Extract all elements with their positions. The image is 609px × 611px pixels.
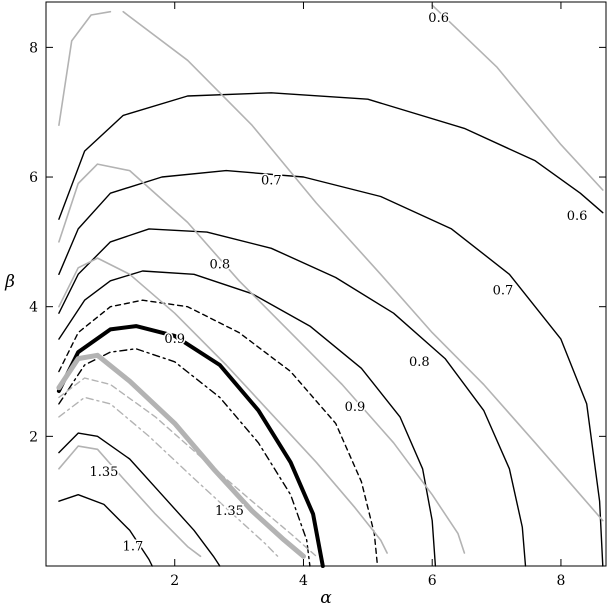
contour-label: 1.7 <box>123 540 144 555</box>
x-tick-label: 4 <box>299 573 308 589</box>
contour-line-4 <box>58 270 437 567</box>
contour-line-13 <box>58 163 466 554</box>
contour-line-17 <box>58 396 279 557</box>
contour-label: 0.9 <box>164 332 185 347</box>
contour-line-18 <box>58 445 202 558</box>
contour-line-2 <box>58 169 604 567</box>
y-tick-label: 2 <box>29 429 38 445</box>
contour-line-5 <box>58 299 379 567</box>
contour-line-10 <box>58 10 112 126</box>
x-tick-label: 6 <box>428 573 437 589</box>
contour-lines <box>56 4 604 568</box>
x-tick-label: 2 <box>170 573 179 589</box>
contour-line-7 <box>58 348 311 567</box>
contour-line-15 <box>56 352 306 559</box>
contour-label: 0.6 <box>428 11 449 26</box>
contour-line-1 <box>58 92 604 220</box>
y-tick-label: 8 <box>29 40 38 56</box>
axis-ticks: 2 4 6 8 2 4 6 8 <box>29 2 606 589</box>
y-tick-label: 4 <box>29 300 38 316</box>
contour-line-9 <box>58 494 153 567</box>
x-axis-label: α <box>320 588 332 608</box>
contour-line-12 <box>431 4 604 191</box>
contour-labels: 0.6 0.6 0.7 0.7 0.8 0.8 0.9 0.9 1.35 1.35 1.7 <box>88 10 589 556</box>
contour-line-8 <box>58 432 221 567</box>
y-axis-label: β <box>4 272 15 292</box>
contour-label: 0.7 <box>493 283 514 298</box>
contour-label: 1.35 <box>89 465 118 480</box>
contour-label: 1.35 <box>215 504 244 519</box>
contour-label: 0.7 <box>261 173 282 188</box>
contour-line-14 <box>58 257 388 554</box>
contour-label: 0.8 <box>409 355 430 370</box>
contour-line-6 <box>56 324 325 568</box>
contour-label: 0.6 <box>567 209 588 224</box>
contour-label: 0.9 <box>345 400 366 415</box>
contour-label: 0.8 <box>209 258 230 273</box>
plot-frame <box>45 1 607 567</box>
contour-line-3 <box>58 228 527 567</box>
x-tick-label: 8 <box>556 573 565 589</box>
y-tick-label: 6 <box>29 170 38 186</box>
contour-line-16 <box>58 377 317 557</box>
contour-line-11 <box>122 10 604 522</box>
